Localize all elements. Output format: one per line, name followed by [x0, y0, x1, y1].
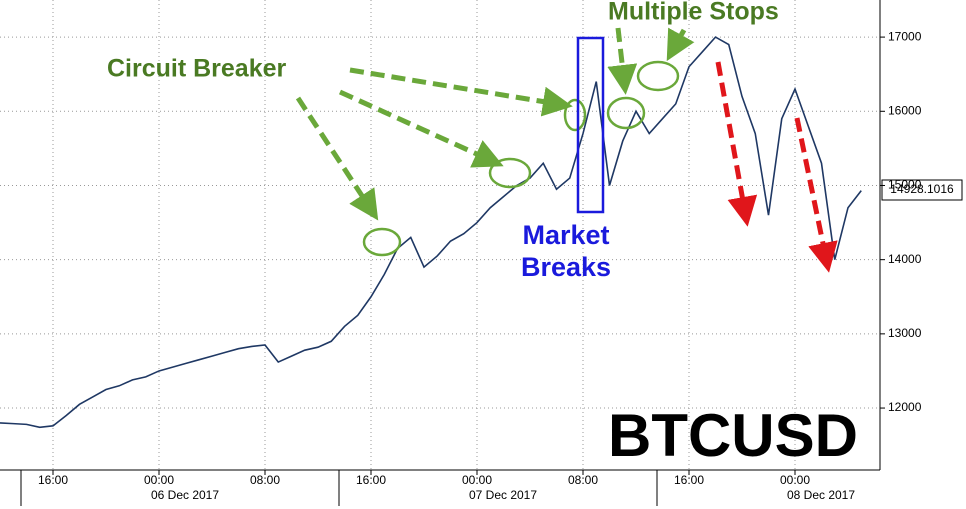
highlight-oval: [563, 98, 587, 132]
annotation: Market: [522, 220, 609, 250]
x-date-label: 07 Dec 2017: [469, 488, 537, 502]
x-tick-label: 00:00: [144, 473, 174, 487]
arrow: [607, 27, 638, 95]
highlight-oval: [488, 157, 532, 189]
highlight-oval: [636, 60, 680, 92]
x-tick-label: 00:00: [462, 473, 492, 487]
chart-title: BTCUSD: [608, 402, 858, 469]
x-tick-label: 16:00: [38, 473, 68, 487]
annotation: Circuit Breaker: [107, 55, 287, 83]
annotation: Breaks: [521, 252, 611, 282]
arrow: [349, 67, 573, 117]
highlight-box: [576, 36, 605, 214]
highlight-oval: [606, 96, 646, 130]
y-tick-label: 16000: [888, 103, 922, 117]
arrow: [666, 27, 695, 62]
x-tick-label: 08:00: [568, 473, 598, 487]
x-date-label: 06 Dec 2017: [151, 488, 219, 502]
y-tick-label: 13000: [888, 326, 922, 340]
x-tick-label: 08:00: [250, 473, 280, 487]
y-tick-label: 12000: [888, 400, 922, 414]
x-tick-label: 16:00: [674, 473, 704, 487]
price-line: [0, 36, 862, 429]
x-tick-label: 00:00: [780, 473, 810, 487]
last-price-box: [881, 179, 963, 201]
arrow: [338, 89, 504, 168]
arrow: [715, 61, 758, 227]
y-tick-label: 17000: [888, 29, 922, 43]
annotation: Multiple Stops: [608, 0, 779, 26]
highlight-oval: [362, 227, 402, 257]
arrow: [295, 96, 379, 221]
x-date-label: 08 Dec 2017: [787, 488, 855, 502]
x-tick-label: 16:00: [356, 473, 386, 487]
arrow: [794, 117, 838, 273]
plot-area: [0, 0, 880, 470]
y-tick-label: 15000: [888, 178, 922, 192]
last-price-label: 14928.1016: [890, 182, 954, 196]
y-tick-label: 14000: [888, 252, 922, 266]
